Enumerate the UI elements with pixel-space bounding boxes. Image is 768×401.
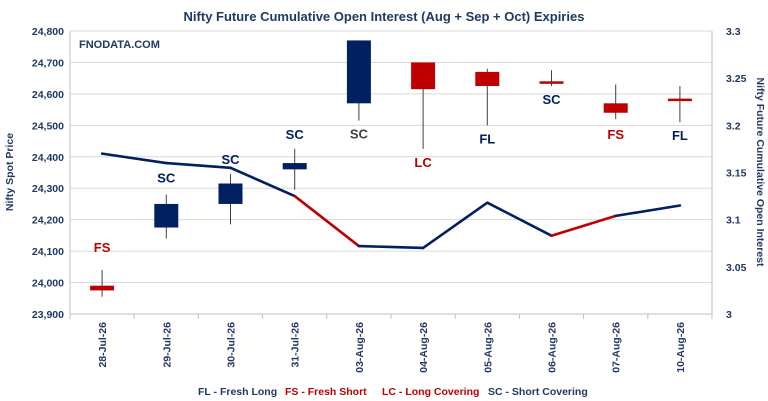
candle-code-label: LC [414, 155, 432, 170]
candle [346, 40, 371, 121]
legend-item: LC - Long Covering [382, 386, 479, 398]
chart-title: Nifty Future Cumulative Open Interest (A… [184, 9, 585, 24]
x-tick-label: 30-Jul-26 [226, 322, 238, 368]
y2-tick-label: 3.05 [726, 262, 747, 274]
y-tick-label: 24,700 [32, 57, 64, 69]
x-tick-label: 05-Aug-26 [482, 322, 494, 373]
y-tick-label: 24,800 [32, 26, 64, 38]
x-tick-label: 31-Jul-26 [290, 322, 302, 368]
y-tick-label: 24,600 [32, 89, 64, 101]
candle-body [475, 71, 500, 87]
oi-line-segment [421, 201, 489, 250]
y2-tick-label: 3.1 [726, 215, 741, 227]
open-interest-line [100, 152, 682, 250]
candle-body [154, 203, 179, 228]
x-tick-label: 06-Aug-26 [547, 322, 559, 373]
y-tick-label: 24,000 [32, 278, 64, 290]
candle-body [603, 103, 628, 113]
candle-body [218, 183, 243, 204]
candle [411, 62, 436, 149]
candle-code-label: SC [221, 152, 240, 167]
candle-code-label: SC [542, 92, 561, 107]
y-axis-left: 23,900 24,000 24,100 24,200 24,300 24,400 24,5… [32, 26, 64, 321]
y2-axis-title: Nifty Future Cumulative Open Interest [754, 77, 766, 267]
y-tick-label: 24,200 [32, 215, 64, 227]
x-tick-label: 28-Jul-26 [97, 322, 109, 368]
candle [667, 86, 692, 123]
y-tick-label: 24,300 [32, 183, 64, 195]
candle-body [90, 285, 115, 291]
y-tick-label: 24,500 [32, 120, 64, 132]
y2-tick-label: 3.3 [726, 26, 741, 38]
x-tick-label: 04-Aug-26 [418, 322, 430, 373]
legend-item: FL - Fresh Long [198, 386, 277, 398]
y2-tick-label: 3.2 [726, 120, 741, 132]
candle-code-label: FS [94, 240, 111, 255]
candle-code-label: SC [350, 127, 369, 142]
candle [90, 269, 115, 297]
candle-code-label: SC [157, 171, 176, 186]
y2-tick-label: 3.25 [726, 73, 747, 85]
y-axis-title: Nifty Spot Price [4, 133, 16, 211]
y2-tick-label: 3 [726, 309, 732, 321]
oi-line-segment [550, 214, 618, 238]
candle-code-label: SC [286, 127, 305, 142]
y-axis-right: 3 3.05 3.1 3.15 3.2 3.25 3.3 [726, 26, 747, 321]
legend-item: FS - Fresh Short [285, 386, 367, 398]
y2-tick-label: 3.15 [726, 168, 747, 180]
oi-line-segment [614, 204, 682, 218]
x-tick-label: 03-Aug-26 [354, 322, 366, 373]
x-tick-label: 10-Aug-26 [675, 322, 687, 373]
candle-body [282, 163, 307, 170]
oi-line-segment [293, 194, 361, 248]
candle-code-label: FS [607, 127, 624, 142]
candle-code-label: FL [479, 131, 495, 146]
candle [539, 70, 564, 87]
oi-line-segment [229, 166, 297, 198]
legend-item: SC - Short Covering [488, 386, 588, 398]
x-tick-label: 29-Jul-26 [161, 322, 173, 368]
oi-line-segment [165, 161, 232, 170]
x-axis: 28-Jul-26 29-Jul-26 30-Jul-26 31-Jul-26 03-A… [69, 314, 713, 373]
y-tick-label: 24,400 [32, 152, 64, 164]
candle [282, 148, 307, 190]
x-tick-label: 07-Aug-26 [611, 322, 623, 373]
candle [154, 194, 179, 239]
candle-body [411, 62, 436, 90]
candle-body [667, 98, 692, 102]
legend: FL - Fresh Long FS - Fresh Short LC - Long… [198, 386, 588, 398]
candle [218, 174, 243, 225]
candle [603, 84, 628, 120]
candle-code-label: FL [672, 128, 688, 143]
oi-line-segment [485, 201, 553, 238]
candle-body [346, 40, 371, 104]
y-tick-label: 23,900 [32, 309, 64, 321]
candle [475, 68, 500, 126]
candlestick-series [90, 40, 692, 297]
watermark-label: FNODATA.COM [79, 39, 160, 51]
y-tick-label: 24,100 [32, 246, 64, 258]
oi-line-segment [100, 152, 168, 165]
oi-code-labels: FS SC SC SC SC LC FL SC FS FL [94, 92, 688, 255]
candle-body [539, 81, 564, 84]
oi-line-segment [357, 244, 425, 250]
